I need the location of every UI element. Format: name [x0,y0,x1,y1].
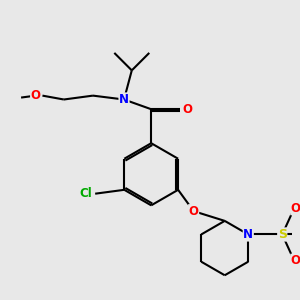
Text: N: N [243,228,253,241]
Text: O: O [291,254,300,267]
Text: O: O [31,89,41,102]
Text: Cl: Cl [79,187,92,200]
Text: O: O [182,103,192,116]
Text: O: O [189,205,199,218]
Text: O: O [291,202,300,215]
Text: S: S [278,228,287,241]
Text: N: N [119,93,129,106]
